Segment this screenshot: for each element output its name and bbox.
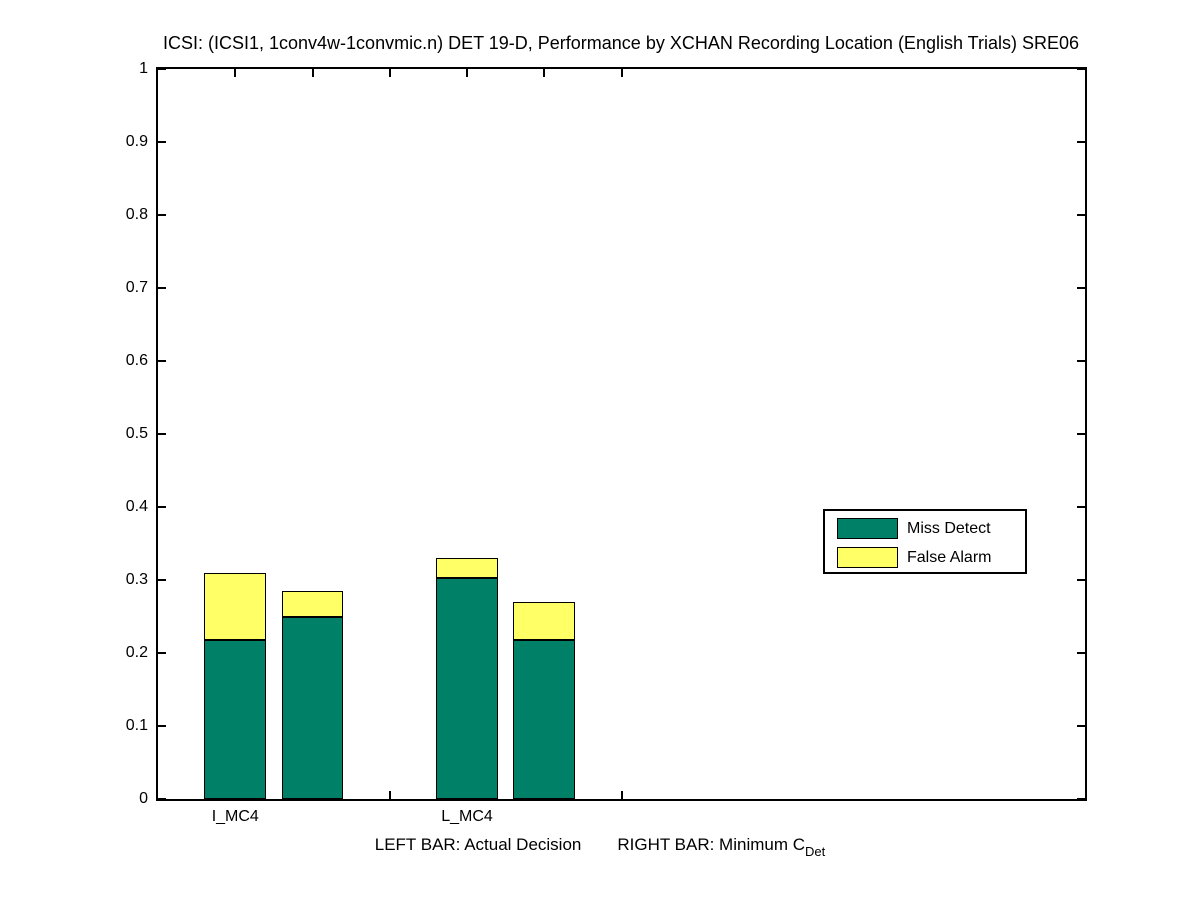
y-tick-label: 0.1 — [125, 717, 148, 734]
y-tick-left — [158, 579, 166, 581]
y-tick-right — [1077, 68, 1085, 70]
x-tick-top — [234, 69, 237, 77]
bar-segment-miss-detect — [513, 639, 576, 799]
x-tick-top — [543, 69, 546, 77]
x-axis-label-subscript: Det — [805, 844, 826, 859]
y-tick-label: 0.9 — [125, 133, 148, 150]
y-tick-label: 0.4 — [125, 498, 148, 515]
y-tick-label: 0.7 — [125, 279, 148, 296]
y-tick-left — [158, 725, 166, 727]
legend-item-miss-detect: Miss Detect — [837, 518, 991, 539]
legend-item-false-alarm: False Alarm — [837, 547, 991, 568]
y-tick-right — [1077, 798, 1085, 800]
x-tick-top — [466, 69, 468, 77]
y-tick-left — [158, 360, 166, 362]
plot-area — [156, 67, 1087, 801]
x-tick-bottom — [388, 791, 391, 799]
y-tick-right — [1077, 579, 1085, 581]
y-tick-label: 0 — [139, 790, 148, 807]
y-tick-left — [158, 141, 166, 143]
y-tick-right — [1077, 214, 1085, 216]
y-tick-left — [158, 68, 166, 70]
y-tick-label: 0.6 — [125, 352, 148, 369]
x-tick-label: L_MC4 — [441, 808, 493, 825]
y-tick-left — [158, 433, 166, 435]
x-axis-label: LEFT BAR: Actual Decision RIGHT BAR: Mini… — [374, 835, 826, 859]
bar-segment-false-alarm — [513, 601, 576, 640]
y-tick-left — [158, 214, 166, 216]
legend-label-false-alarm: False Alarm — [907, 548, 992, 566]
bar-segment-false-alarm — [281, 590, 344, 618]
bar-segment-miss-detect — [281, 617, 344, 799]
y-tick-left — [158, 798, 166, 800]
y-tick-left — [158, 506, 166, 508]
y-tick-right — [1077, 433, 1085, 435]
x-tick-top — [311, 69, 314, 77]
legend: Miss Detect False Alarm — [823, 509, 1027, 574]
bar-segment-miss-detect — [204, 639, 267, 799]
y-tick-label: 0.5 — [125, 425, 148, 442]
y-tick-label: 1 — [139, 60, 148, 77]
x-tick-top — [388, 69, 391, 77]
y-tick-right — [1077, 287, 1085, 289]
y-tick-label: 0.8 — [125, 206, 148, 223]
legend-swatch-miss-detect — [837, 518, 898, 539]
x-tick-bottom — [620, 791, 623, 799]
legend-swatch-false-alarm — [837, 547, 898, 568]
x-axis-label-left: LEFT BAR: Actual Decision — [374, 835, 582, 854]
y-tick-right — [1077, 652, 1085, 654]
y-tick-label: 0.3 — [125, 571, 148, 588]
y-tick-label: 0.2 — [125, 644, 148, 661]
y-tick-right — [1077, 141, 1085, 143]
x-tick-top — [620, 69, 623, 77]
y-tick-left — [158, 287, 166, 289]
legend-label-miss-detect: Miss Detect — [907, 519, 991, 537]
bar-segment-false-alarm — [204, 572, 267, 640]
x-axis-label-right: RIGHT BAR: Minimum C — [617, 835, 806, 854]
bar-segment-miss-detect — [436, 577, 498, 799]
bar-segment-false-alarm — [436, 558, 498, 578]
y-tick-left — [158, 652, 166, 654]
y-tick-right — [1077, 506, 1085, 508]
y-tick-right — [1077, 725, 1085, 727]
x-tick-label: I_MC4 — [211, 808, 259, 825]
y-tick-right — [1077, 360, 1085, 362]
chart-title: ICSI: (ICSI1, 1conv4w-1convmic.n) DET 19… — [162, 33, 1080, 53]
